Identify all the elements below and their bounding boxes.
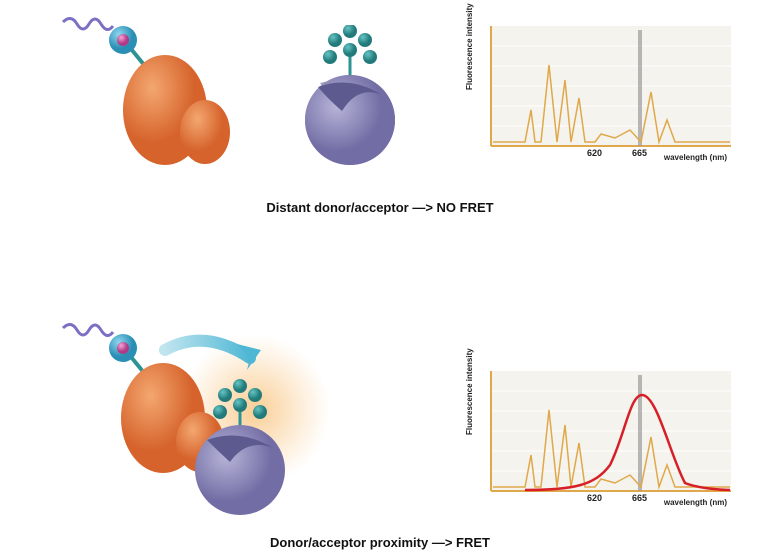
excitation-wave-icon [63, 324, 113, 335]
acceptor-label-cluster-icon [323, 25, 377, 77]
tick-665: 665 [632, 148, 647, 158]
tick-665: 665 [632, 493, 647, 503]
chart-xlabel: wavelength (nm) [664, 498, 727, 507]
chart-ylabel: Fluorescence intensity [465, 3, 474, 90]
donor-acceptor-proximity [55, 310, 355, 530]
panel-no-fret: Fluorescence intensity wavelength (nm) 6… [0, 0, 760, 240]
panel-fret: Fluorescence intensity wavelength (nm) 6… [0, 310, 760, 560]
spectrum-chart-fret: Fluorescence intensity wavelength (nm) 6… [475, 365, 735, 505]
caption-fret: Donor/acceptor proximity —> FRET [180, 535, 580, 550]
acceptor-molecule-top [280, 25, 420, 175]
chart-xlabel: wavelength (nm) [664, 153, 727, 162]
chart-ylabel: Fluorescence intensity [465, 348, 474, 435]
tick-620: 620 [587, 493, 602, 503]
spectrum-chart-no-fret: Fluorescence intensity wavelength (nm) 6… [475, 20, 735, 160]
tick-620: 620 [587, 148, 602, 158]
donor-molecule-top [55, 10, 265, 180]
caption-no-fret: Distant donor/acceptor —> NO FRET [180, 200, 580, 215]
excitation-wave-icon [63, 18, 113, 29]
